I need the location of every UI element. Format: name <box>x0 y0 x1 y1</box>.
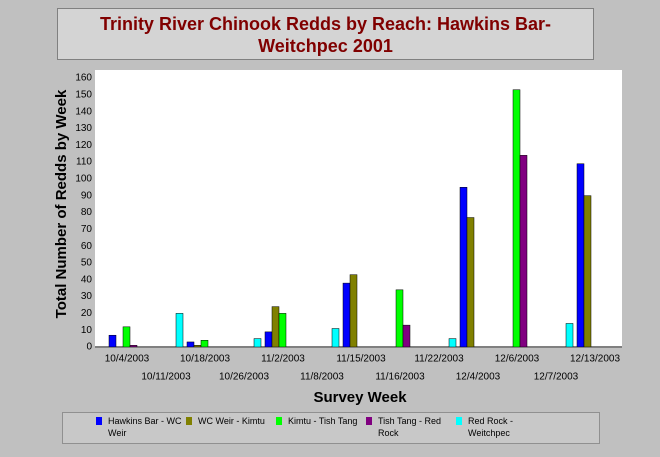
bar <box>349 274 358 348</box>
y-tick-label: 150 <box>75 89 92 100</box>
x-tick-label: 10/4/2003 <box>105 354 150 365</box>
bar <box>466 217 475 348</box>
legend-item: Hawkins Bar - WC Weir <box>93 415 193 439</box>
y-tick-label: 110 <box>76 157 92 168</box>
bar <box>512 89 521 348</box>
x-tick-label: 10/26/2003 <box>219 372 269 383</box>
legend-item: Kimtu - Tish Tang <box>273 415 373 427</box>
legend-swatch <box>276 417 282 425</box>
legend-item: Red Rock - Weitchpec <box>453 415 553 439</box>
y-tick-label: 40 <box>81 274 93 285</box>
x-tick-label: 12/6/2003 <box>495 354 540 365</box>
bar <box>253 338 262 348</box>
legend-label: Red Rock - Weitchpec <box>468 416 514 438</box>
x-tick-label: 11/15/2003 <box>336 354 386 365</box>
bar <box>342 282 351 348</box>
x-tick-label: 10/18/2003 <box>180 354 230 365</box>
y-tick-label: 100 <box>75 174 92 185</box>
bar <box>519 155 528 348</box>
y-tick-label: 120 <box>75 140 92 151</box>
y-tick-label: 130 <box>75 123 92 134</box>
bar <box>459 187 468 348</box>
bar <box>278 313 287 348</box>
legend: Hawkins Bar - WC Weir WC Weir - Kimtu Kimt… <box>62 412 600 444</box>
bar <box>193 345 202 348</box>
y-tick-label: 160 <box>75 73 92 84</box>
bar <box>200 340 209 348</box>
bar <box>175 313 184 348</box>
y-tick-label: 80 <box>81 207 93 218</box>
bar <box>108 334 117 348</box>
y-axis-title: Total Number of Redds by Week <box>53 89 70 319</box>
bar <box>576 163 585 348</box>
bar <box>583 195 592 348</box>
legend-swatch <box>366 417 372 425</box>
x-tick-label: 11/8/2003 <box>300 372 344 383</box>
plot-area <box>95 70 622 348</box>
y-tick-label: 0 <box>86 342 92 353</box>
legend-label: Hawkins Bar - WC Weir <box>108 416 182 438</box>
y-tick-label: 30 <box>81 291 93 302</box>
x-tick-label: 12/4/2003 <box>456 372 501 383</box>
bar <box>448 338 457 348</box>
y-tick-label: 60 <box>81 241 93 252</box>
x-tick-label: 12/7/2003 <box>534 372 579 383</box>
y-tick-label: 90 <box>81 190 93 201</box>
legend-item: WC Weir - Kimtu <box>183 415 283 427</box>
bar <box>264 331 273 348</box>
bar <box>331 328 340 348</box>
y-tick-label: 20 <box>81 308 93 319</box>
x-tick-label: 11/16/2003 <box>375 372 425 383</box>
bar <box>402 324 411 348</box>
bar <box>395 289 404 348</box>
legend-label: Tish Tang - Red Rock <box>378 416 442 438</box>
y-tick-label: 70 <box>81 224 93 235</box>
y-tick-label: 50 <box>81 258 93 269</box>
x-tick-label: 10/11/2003 <box>141 372 191 383</box>
x-tick-label: 12/13/2003 <box>570 354 620 365</box>
legend-item: Tish Tang - Red Rock <box>363 415 463 439</box>
bar <box>565 323 574 348</box>
bar <box>186 341 195 348</box>
y-tick-label: 10 <box>81 325 93 336</box>
legend-swatch <box>456 417 462 425</box>
x-tick-label: 11/2/2003 <box>261 354 305 365</box>
x-axis-title: Survey Week <box>313 389 407 406</box>
legend-swatch <box>96 417 102 425</box>
bar <box>129 345 138 348</box>
legend-swatch <box>186 417 192 425</box>
bar <box>271 306 280 348</box>
y-tick-label: 140 <box>75 106 92 117</box>
chart-title: Trinity River Chinook Redds by Reach: Ha… <box>57 8 594 60</box>
legend-label: WC Weir - Kimtu <box>198 416 265 426</box>
bar <box>122 326 131 348</box>
x-tick-label: 11/22/2003 <box>414 354 464 365</box>
legend-label: Kimtu - Tish Tang <box>288 416 358 426</box>
